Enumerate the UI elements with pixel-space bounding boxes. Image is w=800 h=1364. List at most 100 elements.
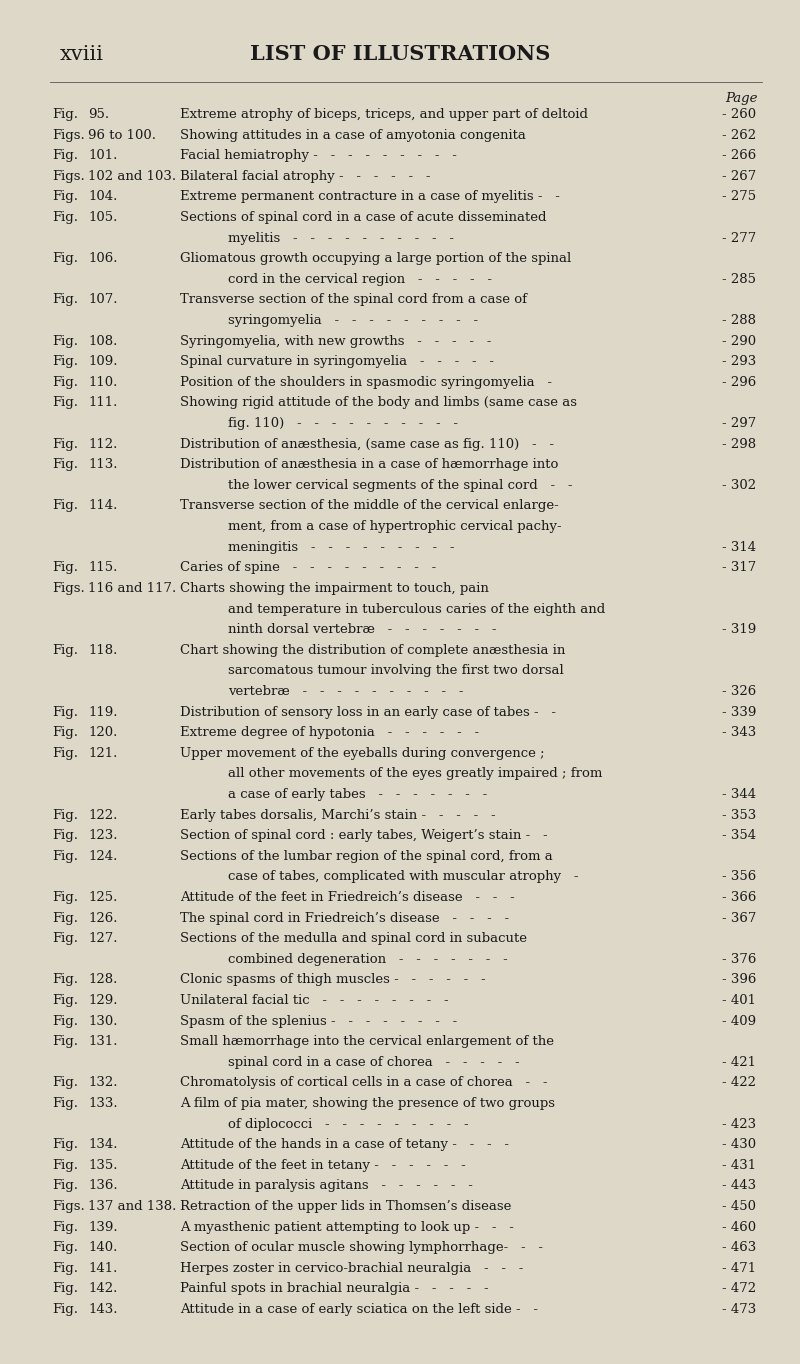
Text: A myasthenic patient attempting to look up -   -   -: A myasthenic patient attempting to look …: [180, 1221, 514, 1233]
Text: Fig.: Fig.: [52, 974, 78, 986]
Text: 113.: 113.: [88, 458, 118, 472]
Text: 124.: 124.: [88, 850, 118, 863]
Text: - 354: - 354: [722, 829, 756, 842]
Text: Fig.: Fig.: [52, 1159, 78, 1172]
Text: 114.: 114.: [88, 499, 118, 513]
Text: Attitude of the feet in tetany -   -   -   -   -   -: Attitude of the feet in tetany - - - - -…: [180, 1159, 466, 1172]
Text: 129.: 129.: [88, 994, 118, 1007]
Text: 123.: 123.: [88, 829, 118, 842]
Text: combined degeneration   -   -   -   -   -   -   -: combined degeneration - - - - - - -: [228, 953, 508, 966]
Text: - 288: - 288: [722, 314, 756, 327]
Text: 127.: 127.: [88, 932, 118, 945]
Text: Fig.: Fig.: [52, 252, 78, 265]
Text: Fig.: Fig.: [52, 891, 78, 904]
Text: Attitude of the hands in a case of tetany -   -   -   -: Attitude of the hands in a case of tetan…: [180, 1138, 509, 1151]
Text: Attitude in a case of early sciatica on the left side -   -: Attitude in a case of early sciatica on …: [180, 1303, 538, 1316]
Text: - 471: - 471: [722, 1262, 756, 1275]
Text: Distribution of anæsthesia in a case of hæmorrhage into: Distribution of anæsthesia in a case of …: [180, 458, 558, 472]
Text: 107.: 107.: [88, 293, 118, 307]
Text: - 423: - 423: [722, 1117, 756, 1131]
Text: Fig.: Fig.: [52, 1138, 78, 1151]
Text: 106.: 106.: [88, 252, 118, 265]
Text: - 298: - 298: [722, 438, 756, 450]
Text: - 285: - 285: [722, 273, 756, 286]
Text: Fig.: Fig.: [52, 499, 78, 513]
Text: 101.: 101.: [88, 149, 118, 162]
Text: Extreme permanent contracture in a case of myelitis -   -: Extreme permanent contracture in a case …: [180, 191, 560, 203]
Text: Sections of the lumbar region of the spinal cord, from a: Sections of the lumbar region of the spi…: [180, 850, 553, 863]
Text: Small hæmorrhage into the cervical enlargement of the: Small hæmorrhage into the cervical enlar…: [180, 1035, 554, 1048]
Text: - 431: - 431: [722, 1159, 756, 1172]
Text: Fig.: Fig.: [52, 1097, 78, 1110]
Text: 128.: 128.: [88, 974, 118, 986]
Text: Early tabes dorsalis, Marchi’s stain -   -   -   -   -: Early tabes dorsalis, Marchi’s stain - -…: [180, 809, 496, 821]
Text: 120.: 120.: [88, 726, 118, 739]
Text: Fig.: Fig.: [52, 746, 78, 760]
Text: - 277: - 277: [722, 232, 756, 244]
Text: 112.: 112.: [88, 438, 118, 450]
Text: Distribution of anæsthesia, (same case as fig. 110)   -   -: Distribution of anæsthesia, (same case a…: [180, 438, 554, 450]
Text: Charts showing the impairment to touch, pain: Charts showing the impairment to touch, …: [180, 582, 489, 595]
Text: Fig.: Fig.: [52, 211, 78, 224]
Text: 122.: 122.: [88, 809, 118, 821]
Text: Herpes zoster in cervico-brachial neuralgia   -   -   -: Herpes zoster in cervico-brachial neural…: [180, 1262, 523, 1275]
Text: Facial hemiatrophy -   -   -   -   -   -   -   -   -: Facial hemiatrophy - - - - - - - - -: [180, 149, 457, 162]
Text: Syringomyelia, with new growths   -   -   -   -   -: Syringomyelia, with new growths - - - - …: [180, 334, 491, 348]
Text: 134.: 134.: [88, 1138, 118, 1151]
Text: Attitude of the feet in Friedreich’s disease   -   -   -: Attitude of the feet in Friedreich’s dis…: [180, 891, 514, 904]
Text: - 356: - 356: [722, 870, 756, 884]
Text: case of tabes, complicated with muscular atrophy   -: case of tabes, complicated with muscular…: [228, 870, 578, 884]
Text: 132.: 132.: [88, 1076, 118, 1090]
Text: - 353: - 353: [722, 809, 756, 821]
Text: - 326: - 326: [722, 685, 756, 698]
Text: Showing rigid attitude of the body and limbs (same case as: Showing rigid attitude of the body and l…: [180, 397, 577, 409]
Text: cord in the cervical region   -   -   -   -   -: cord in the cervical region - - - - -: [228, 273, 492, 286]
Text: 108.: 108.: [88, 334, 118, 348]
Text: 104.: 104.: [88, 191, 118, 203]
Text: - 472: - 472: [722, 1282, 756, 1296]
Text: Fig.: Fig.: [52, 1262, 78, 1275]
Text: 118.: 118.: [88, 644, 118, 656]
Text: 105.: 105.: [88, 211, 118, 224]
Text: - 343: - 343: [722, 726, 756, 739]
Text: of diplococci   -   -   -   -   -   -   -   -   -: of diplococci - - - - - - - - -: [228, 1117, 469, 1131]
Text: Position of the shoulders in spasmodic syringomyelia   -: Position of the shoulders in spasmodic s…: [180, 376, 552, 389]
Text: Fig.: Fig.: [52, 1221, 78, 1233]
Text: Chart showing the distribution of complete anæsthesia in: Chart showing the distribution of comple…: [180, 644, 566, 656]
Text: 141.: 141.: [88, 1262, 118, 1275]
Text: 102 and 103.: 102 and 103.: [88, 169, 176, 183]
Text: 143.: 143.: [88, 1303, 118, 1316]
Text: Figs.: Figs.: [52, 169, 85, 183]
Text: 125.: 125.: [88, 891, 118, 904]
Text: LIST OF ILLUSTRATIONS: LIST OF ILLUSTRATIONS: [250, 44, 550, 64]
Text: Figs.: Figs.: [52, 582, 85, 595]
Text: Fig.: Fig.: [52, 562, 78, 574]
Text: - 293: - 293: [722, 355, 756, 368]
Text: Fig.: Fig.: [52, 644, 78, 656]
Text: 131.: 131.: [88, 1035, 118, 1048]
Text: Fig.: Fig.: [52, 191, 78, 203]
Text: fig. 110)   -   -   -   -   -   -   -   -   -   -: fig. 110) - - - - - - - - - -: [228, 417, 458, 430]
Text: Sections of spinal cord in a case of acute disseminated: Sections of spinal cord in a case of acu…: [180, 211, 546, 224]
Text: 140.: 140.: [88, 1241, 118, 1255]
Text: syringomyelia   -   -   -   -   -   -   -   -   -: syringomyelia - - - - - - - - -: [228, 314, 478, 327]
Text: 95.: 95.: [88, 108, 109, 121]
Text: Figs.: Figs.: [52, 128, 85, 142]
Text: Fig.: Fig.: [52, 149, 78, 162]
Text: 96 to 100.: 96 to 100.: [88, 128, 156, 142]
Text: Fig.: Fig.: [52, 376, 78, 389]
Text: Fig.: Fig.: [52, 829, 78, 842]
Text: Fig.: Fig.: [52, 1303, 78, 1316]
Text: - 401: - 401: [722, 994, 756, 1007]
Text: Fig.: Fig.: [52, 458, 78, 472]
Text: Figs.: Figs.: [52, 1200, 85, 1213]
Text: Fig.: Fig.: [52, 1282, 78, 1296]
Text: Fig.: Fig.: [52, 293, 78, 307]
Text: Section of ocular muscle showing lymphorrhage-   -   -: Section of ocular muscle showing lymphor…: [180, 1241, 543, 1255]
Text: Page: Page: [726, 91, 758, 105]
Text: Fig.: Fig.: [52, 1180, 78, 1192]
Text: - 366: - 366: [722, 891, 756, 904]
Text: Fig.: Fig.: [52, 355, 78, 368]
Text: ninth dorsal vertebræ   -   -   -   -   -   -   -: ninth dorsal vertebræ - - - - - - -: [228, 623, 497, 636]
Text: Chromatolysis of cortical cells in a case of chorea   -   -: Chromatolysis of cortical cells in a cas…: [180, 1076, 547, 1090]
